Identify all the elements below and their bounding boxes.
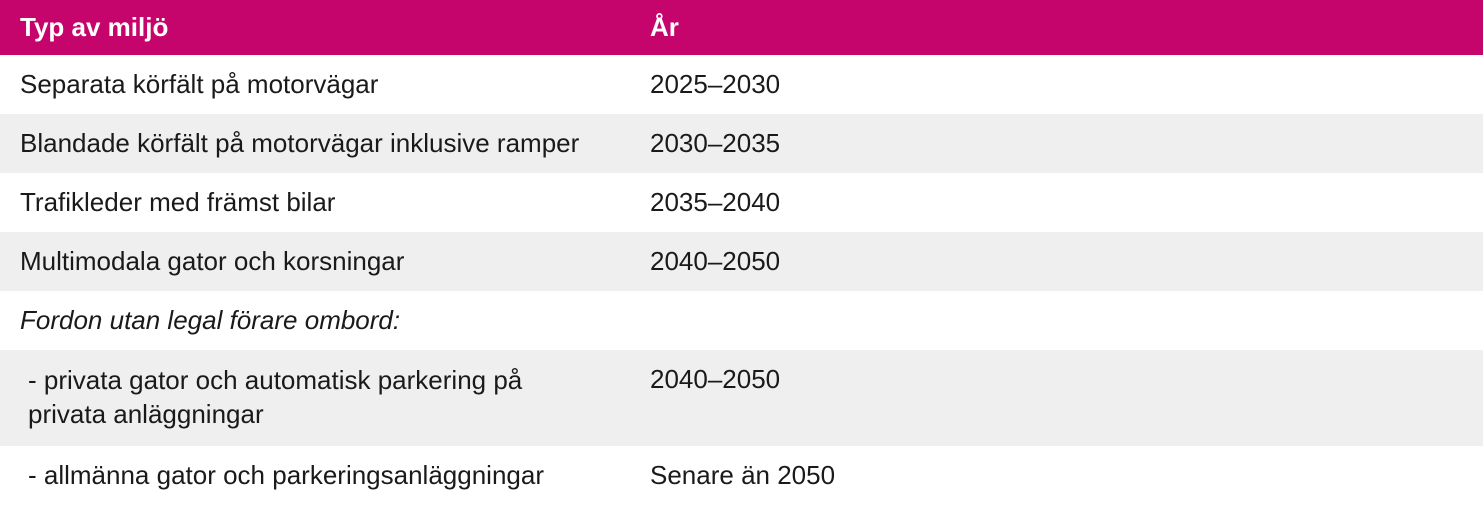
- cell-year: 2040–2050: [630, 350, 1483, 446]
- cell-type: Separata körfält på motorvägar: [0, 55, 630, 114]
- cell-type: - allmänna gator och parkeringsanläggnin…: [0, 446, 630, 505]
- table-row: Multimodala gator och korsningar 2040–20…: [0, 232, 1483, 291]
- cell-year: 2025–2030: [630, 55, 1483, 114]
- cell-year: 2030–2035: [630, 114, 1483, 173]
- table-header-row: Typ av miljö År: [0, 0, 1483, 55]
- table-row: Blandade körfält på motorvägar inklusive…: [0, 114, 1483, 173]
- table-row: Trafikleder med främst bilar 2035–2040: [0, 173, 1483, 232]
- cell-type: Trafikleder med främst bilar: [0, 173, 630, 232]
- environment-table: Typ av miljö År Separata körfält på moto…: [0, 0, 1483, 505]
- col-header-year: År: [630, 0, 1483, 55]
- table-row: - allmänna gator och parkeringsanläggnin…: [0, 446, 1483, 505]
- cell-year: 2035–2040: [630, 173, 1483, 232]
- table-row: - privata gator och automatisk parkering…: [0, 350, 1483, 446]
- cell-type: Multimodala gator och korsningar: [0, 232, 630, 291]
- cell-year: 2040–2050: [630, 232, 1483, 291]
- col-header-type: Typ av miljö: [0, 0, 630, 55]
- table-row: Separata körfält på motorvägar 2025–2030: [0, 55, 1483, 114]
- cell-type-text: - privata gator och automatisk parkering…: [28, 364, 588, 432]
- cell-type: - privata gator och automatisk parkering…: [0, 350, 630, 446]
- cell-year: Senare än 2050: [630, 446, 1483, 505]
- section-label: Fordon utan legal förare ombord:: [0, 291, 1483, 350]
- cell-type: Blandade körfält på motorvägar inklusive…: [0, 114, 630, 173]
- section-row: Fordon utan legal förare ombord:: [0, 291, 1483, 350]
